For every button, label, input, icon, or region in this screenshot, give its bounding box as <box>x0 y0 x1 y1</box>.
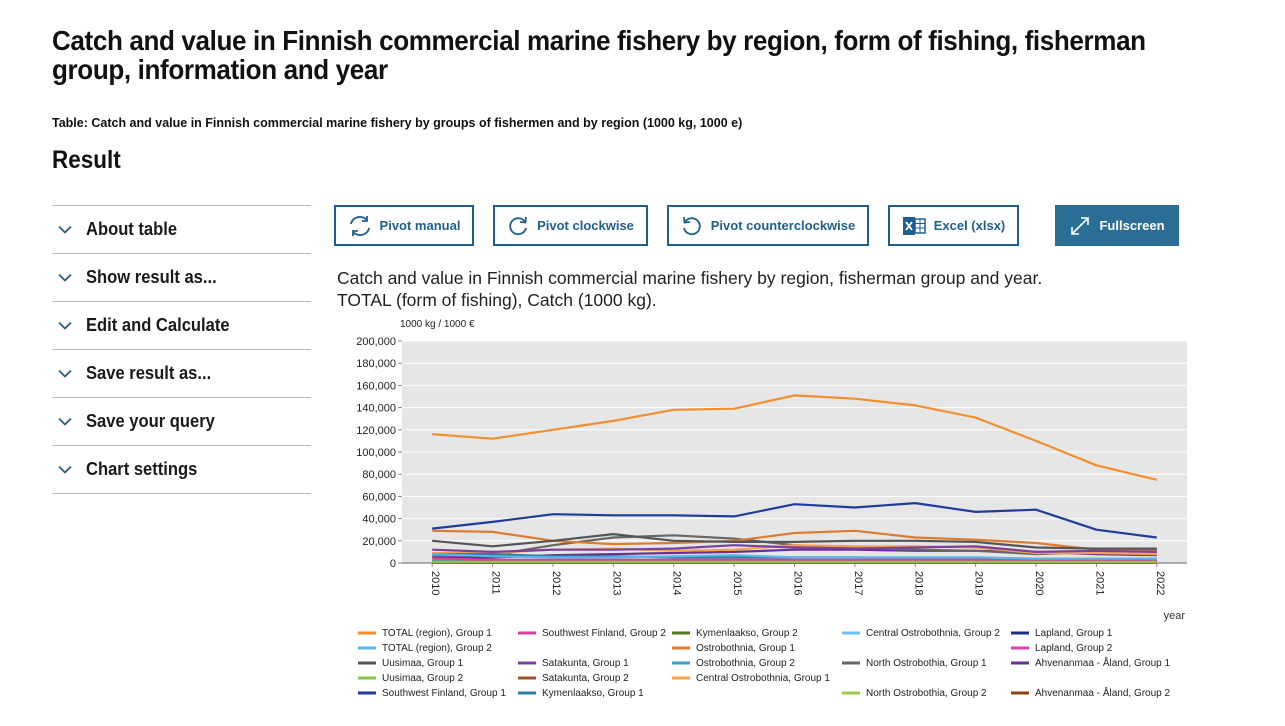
series-line <box>432 557 1157 562</box>
x-tick-label: 2018 <box>912 571 924 595</box>
legend-label: Lapland, Group 1 <box>1035 628 1113 639</box>
chevron-down-icon <box>52 273 86 282</box>
y-tick-label: 0 <box>390 558 396 570</box>
legend-label: Uusimaa, Group 2 <box>382 673 464 684</box>
x-tick-label: 2017 <box>852 571 864 595</box>
result-heading: Result <box>52 146 121 174</box>
y-tick-label: 40,000 <box>362 514 396 526</box>
legend-label: Kymenlaakso, Group 1 <box>542 688 644 699</box>
pivot-icon <box>349 215 370 236</box>
series-line <box>432 533 1157 550</box>
x-tick-label: 2014 <box>671 571 683 595</box>
table-subtitle: Table: Catch and value in Finnish commer… <box>52 116 743 130</box>
chart-title: Catch and value in Finnish commercial ma… <box>337 267 1217 311</box>
sidebar-item-edit-and-calculate[interactable]: Edit and Calculate <box>52 302 311 350</box>
excel-label: Excel (xlsx) <box>933 218 1006 233</box>
legend-label: Kymenlaakso, Group 2 <box>696 628 798 639</box>
sidebar-item-label: Save your query <box>86 411 215 431</box>
x-tick-label: 2013 <box>610 571 622 595</box>
chevron-down-icon <box>52 321 86 330</box>
legend-label: Ahvenanmaa - Åland, Group 1 <box>1035 656 1171 669</box>
sidebar-item-save-result-as[interactable]: Save result as... <box>52 350 311 398</box>
y-tick-label: 200,000 <box>356 336 396 348</box>
pivot-manual-button[interactable]: Pivot manual <box>334 205 474 246</box>
sidebar-item-label: Show result as... <box>86 267 217 287</box>
pivot-clockwise-button[interactable]: Pivot clockwise <box>493 205 648 246</box>
y-tick-label: 20,000 <box>362 536 396 548</box>
sidebar: About table Show result as... Edit and C… <box>52 205 311 494</box>
sidebar-item-label: About table <box>86 219 178 239</box>
legend-label: North Ostrobothia, Group 2 <box>866 688 987 699</box>
legend-label: Lapland, Group 2 <box>1035 643 1113 654</box>
legend-label: Ostrobothnia, Group 1 <box>696 643 795 654</box>
sidebar-item-chart-settings[interactable]: Chart settings <box>52 446 311 494</box>
sidebar-item-label: Save result as... <box>86 363 212 383</box>
chart-title-line-2: TOTAL (form of fishing), Catch (1000 kg)… <box>337 290 657 310</box>
y-tick-label: 180,000 <box>356 358 396 370</box>
legend-label: TOTAL (region), Group 1 <box>382 628 492 639</box>
x-tick-label: 2019 <box>973 571 985 595</box>
legend-label: Southwest Finland, Group 2 <box>542 628 666 639</box>
unit-label: 1000 kg / 1000 € <box>400 319 475 330</box>
x-tick-label: 2010 <box>429 571 441 595</box>
x-tick-label: 2012 <box>550 571 562 595</box>
sidebar-item-save-your-query[interactable]: Save your query <box>52 398 311 446</box>
legend-label: Central Ostrobothnia, Group 1 <box>696 673 830 684</box>
x-axis-title: year <box>1164 610 1186 622</box>
sidebar-item-label: Chart settings <box>86 459 198 479</box>
sidebar-item-show-result-as[interactable]: Show result as... <box>52 254 311 302</box>
legend-label: Southwest Finland, Group 1 <box>382 688 506 699</box>
rotate-clockwise-icon <box>509 216 527 235</box>
chevron-down-icon <box>52 465 86 474</box>
x-tick-label: 2022 <box>1154 571 1166 595</box>
chevron-down-icon <box>52 417 86 426</box>
fullscreen-button[interactable]: Fullscreen <box>1055 205 1179 246</box>
y-tick-label: 140,000 <box>356 403 396 415</box>
chevron-down-icon <box>52 225 86 234</box>
excel-download-button[interactable]: Excel (xlsx) <box>888 205 1019 246</box>
legend-label: Ostrobothnia, Group 2 <box>696 658 795 669</box>
series-line <box>432 502 1157 539</box>
series-line <box>432 553 1157 560</box>
x-tick-label: 2021 <box>1093 571 1105 595</box>
rotate-counterclockwise-icon <box>682 216 701 235</box>
legend-label: Satakunta, Group 2 <box>542 673 629 684</box>
series-line <box>432 544 1157 553</box>
series-line <box>432 394 1158 481</box>
line-chart: 1000 kg / 1000 € year 0 20,000 40,000 60,00… <box>356 319 1187 699</box>
pivot-counterclockwise-label: Pivot counterclockwise <box>710 218 856 233</box>
x-tick-label: 2015 <box>731 571 743 595</box>
page-title: Catch and value in Finnish commercial ma… <box>52 25 1146 85</box>
legend-label: Central Ostrobothnia, Group 2 <box>866 628 1000 639</box>
x-tick-label: 2011 <box>490 571 502 595</box>
y-tick-label: 60,000 <box>362 491 396 503</box>
y-tick-label: 80,000 <box>362 469 396 481</box>
sidebar-item-label: Edit and Calculate <box>86 315 230 335</box>
fullscreen-label: Fullscreen <box>1099 218 1165 233</box>
x-tick-label: 2020 <box>1033 571 1045 595</box>
y-tick-label: 160,000 <box>356 380 396 392</box>
legend-label: Satakunta, Group 1 <box>542 658 629 669</box>
pivot-counterclockwise-button[interactable]: Pivot counterclockwise <box>667 205 869 246</box>
x-tick-label: 2016 <box>792 571 804 595</box>
legend-label: TOTAL (region), Group 2 <box>382 643 492 654</box>
legend-label: Ahvenanmaa - Åland, Group 2 <box>1035 686 1171 699</box>
legend-label: North Ostrobothia, Group 1 <box>866 658 987 669</box>
chevron-down-icon <box>52 369 86 378</box>
pivot-manual-label: Pivot manual <box>379 218 461 233</box>
sidebar-item-about-table[interactable]: About table <box>52 206 311 254</box>
y-tick-label: 100,000 <box>356 447 396 459</box>
legend-label: Uusimaa, Group 1 <box>382 658 464 669</box>
pivot-clockwise-label: Pivot clockwise <box>537 218 634 233</box>
chart-title-line-1: Catch and value in Finnish commercial ma… <box>337 268 1043 288</box>
excel-icon <box>902 216 926 235</box>
y-tick-label: 120,000 <box>356 425 396 437</box>
fullscreen-icon <box>1071 216 1090 235</box>
